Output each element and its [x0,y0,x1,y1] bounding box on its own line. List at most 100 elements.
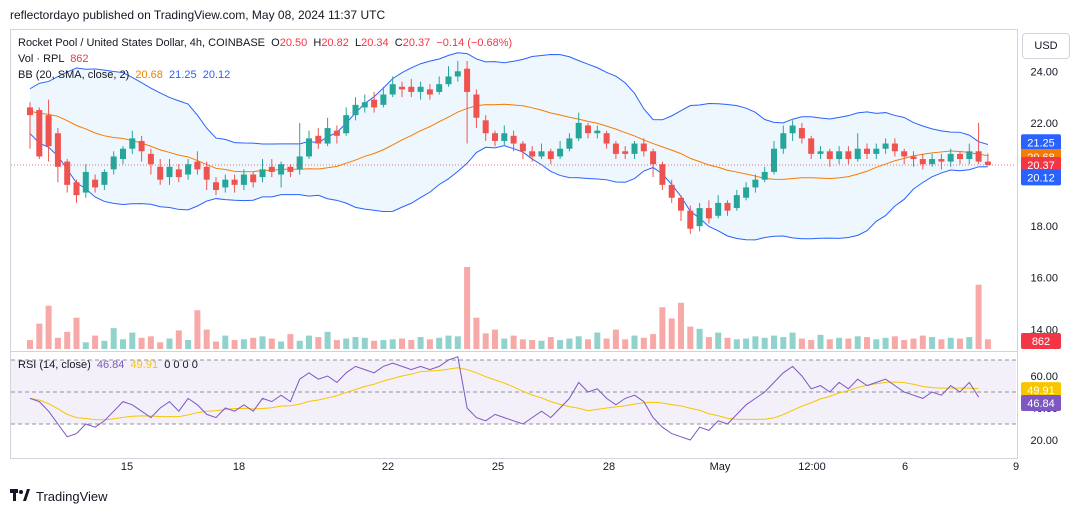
open-value: 20.50 [279,37,308,49]
volume-bar [826,339,833,349]
volume-bar [929,337,936,349]
footer-brand[interactable]: TradingView [36,489,108,504]
volume-bar [54,337,61,349]
candle [984,161,991,165]
close-price-tag: 20.37 [1027,160,1055,172]
candle [705,208,712,219]
currency-button[interactable]: USD [1022,33,1070,59]
bb-basis-line [29,103,988,180]
candle [324,128,331,144]
volume-bar [547,337,554,349]
bb-legend[interactable]: BB (20, SMA, close, 2) 20.68 21.25 20.12 [18,69,230,81]
candle [845,151,852,160]
rsi-tag: 46.84 [1027,398,1055,410]
candle [222,179,229,188]
volume-bar [733,339,740,349]
candle [166,166,173,178]
volume-bar [771,335,777,349]
volume-bar [761,337,768,349]
rsi-ma-tag: 49.91 [1027,385,1055,397]
tradingview-logo-icon[interactable] [10,489,30,504]
candle [715,202,722,216]
candle [361,102,368,108]
candle [919,159,926,165]
volume-bar [287,334,294,349]
candle [752,179,759,188]
candle [529,151,536,157]
volume-bar [129,332,136,349]
rsi-band [11,360,1016,424]
volume-bar [678,302,684,349]
rsi-legend[interactable]: RSI (14, close) 46.84 49.91 0 0 0 0 [18,359,198,371]
candle [975,151,982,162]
price-tick-label: 16.00 [1030,273,1058,285]
volume-bar [231,340,238,349]
volume-bar [836,337,843,349]
volume-bar [529,340,536,349]
time-tick-label: 12:00 [798,461,826,473]
volume-bar [92,335,99,349]
candle [454,71,461,77]
volume-bar [938,339,945,349]
volume-tag: 862 [1032,336,1050,348]
rsi-tag-bg [1021,395,1061,412]
volume-bar [306,335,312,349]
volume-bar [157,342,164,349]
candle [296,156,303,170]
candle [650,151,657,165]
volume-bar [659,307,666,349]
volume-bar [436,337,443,349]
volume-bar [566,338,573,349]
volume-legend[interactable]: Vol · RPL 862 [18,53,89,65]
candle [36,110,43,157]
candle [724,202,731,211]
volume-bar [268,338,275,349]
time-tick-label: 28 [603,461,615,473]
candle [464,68,471,92]
candle [408,86,415,92]
change-value: −0.14 (−0.68%) [436,37,513,49]
volume-bar [519,339,526,349]
candle [891,143,898,152]
candle [240,174,247,185]
symbol-name[interactable]: Rocket Pool / United States Dollar, 4h, … [18,37,266,49]
candle [120,148,126,160]
candle [371,99,378,108]
low-value: 20.34 [361,37,389,49]
candle [557,148,564,157]
candle [966,151,973,160]
volume-bar [668,318,675,349]
candle [73,182,80,196]
volume-bar [315,337,322,349]
time-tick-label: 9 [1013,461,1019,473]
volume-bar [408,340,415,349]
candle [82,171,89,193]
time-tick-label: May [710,461,731,473]
bb-upper-value: 21.25 [169,69,197,81]
volume-bar [36,323,43,349]
volume-bar [817,334,824,349]
candle [343,115,350,134]
candle [519,143,526,152]
volume-bar [464,267,471,349]
candle [631,143,638,154]
currency-label: USD [1034,40,1058,52]
volume-label: Vol · RPL [18,53,65,65]
candle [864,148,870,154]
volume-bar [715,332,722,349]
candle [445,76,452,85]
volume-bar [371,340,378,349]
candle [603,133,610,144]
volume-bar [240,339,247,349]
volume-bar [194,310,201,349]
volume-bar [352,337,359,349]
lower-band-tag: 20.12 [1027,172,1055,184]
volume-bar [399,338,405,349]
candle [231,179,238,185]
volume-bar [631,335,638,349]
pane-separator[interactable] [10,351,1017,352]
volume-bar [64,331,71,349]
candle [854,148,861,160]
volume-bar [873,339,880,349]
